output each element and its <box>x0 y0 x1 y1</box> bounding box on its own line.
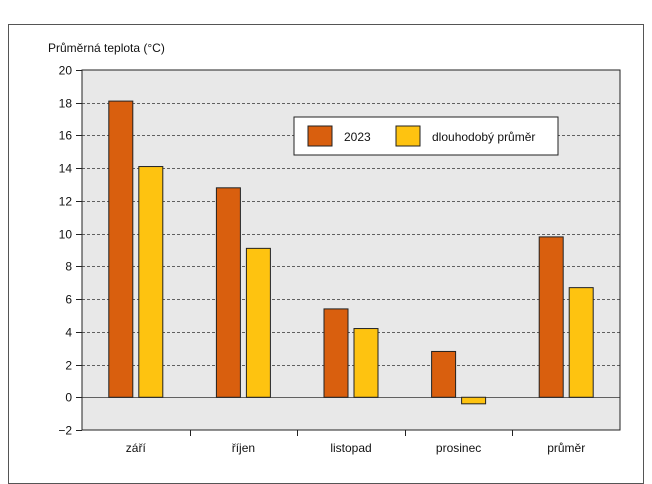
bar-series1 <box>215 187 241 398</box>
legend-swatch-2023 <box>307 125 333 147</box>
legend-box <box>293 116 559 156</box>
y-tick-label: 10 <box>59 228 73 242</box>
plot-border <box>81 69 621 431</box>
y-tick-label: 14 <box>59 162 73 176</box>
y-tick-label: 20 <box>59 64 73 78</box>
legend-label-2023: 2023 <box>344 130 371 144</box>
bar-series2 <box>461 396 487 405</box>
y-tick-label: 2 <box>65 359 72 373</box>
y-tick-label: 0 <box>65 391 72 405</box>
legend-label-long-term-average: dlouhodobý průměr <box>432 130 535 144</box>
y-tick-label: 8 <box>65 260 72 274</box>
y-axis: −2 0 2 4 6 8 10 12 14 16 18 20 <box>58 64 82 438</box>
x-axis: září říjen listopad prosinec průměr <box>126 430 585 455</box>
bar-series2 <box>568 287 594 398</box>
bar-series2 <box>245 247 271 398</box>
x-tick-label: průměr <box>547 441 585 455</box>
legend: 2023 dlouhodobý průměr <box>293 116 559 156</box>
y-tick-label: 4 <box>65 326 72 340</box>
x-tick-label: listopad <box>330 441 371 455</box>
bar-series1 <box>108 100 134 398</box>
legend-swatch-long-term-average <box>395 125 421 147</box>
bar-series2 <box>138 166 164 398</box>
y-tick-label: 16 <box>59 129 73 143</box>
y-tick-label: −2 <box>58 424 72 438</box>
y-tick-label: 12 <box>59 195 73 209</box>
y-axis-title: Průměrná teplota (°C) <box>48 41 165 55</box>
x-tick-label: září <box>126 441 147 455</box>
bar-series1 <box>538 236 564 398</box>
bar-series1 <box>323 308 349 398</box>
bars <box>108 100 594 405</box>
bar-series1 <box>431 350 457 398</box>
x-tick-label: říjen <box>232 441 255 455</box>
x-tick-label: prosinec <box>436 441 481 455</box>
y-tick-label: 18 <box>59 97 73 111</box>
bar-series2 <box>353 328 379 398</box>
gridlines <box>82 103 620 398</box>
y-tick-label: 6 <box>65 293 72 307</box>
